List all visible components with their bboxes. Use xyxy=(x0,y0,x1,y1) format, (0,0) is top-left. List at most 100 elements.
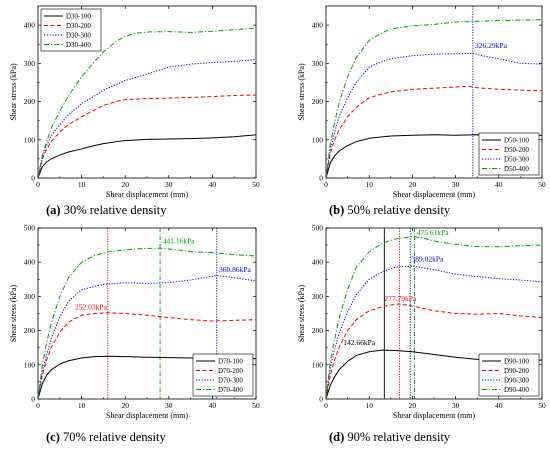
legend-entry: D90-200 xyxy=(504,367,529,375)
caption-text: 30% relative density xyxy=(61,203,168,217)
y-tick-label: 200 xyxy=(24,326,36,335)
x-tick-label: 30 xyxy=(452,180,460,189)
legend-entry: D90-400 xyxy=(504,386,529,394)
legend-entry: D30-400 xyxy=(66,41,91,49)
series-line-d30-400 xyxy=(38,27,256,178)
y-tick-label: 200 xyxy=(312,97,324,106)
series-line-d30-200 xyxy=(38,94,256,178)
y-tick-label: 100 xyxy=(312,135,324,144)
legend-entry: D90-300 xyxy=(504,377,529,385)
caption-letter: (d) xyxy=(329,430,344,444)
y-tick-label: 300 xyxy=(24,292,36,301)
y-tick-label: 0 xyxy=(319,395,323,404)
legend-entry: D50-300 xyxy=(504,156,529,164)
y-tick-label: 0 xyxy=(31,395,35,404)
y-tick-label: 400 xyxy=(24,258,36,267)
y-tick-label: 300 xyxy=(24,59,36,68)
series-line-d70-200 xyxy=(38,312,256,399)
x-tick-label: 0 xyxy=(324,401,328,410)
x-tick-label: 40 xyxy=(495,401,503,410)
y-axis-title: Shear stress (kPa) xyxy=(9,285,18,343)
legend-entry: D90-100 xyxy=(504,358,529,366)
legend-entry: D70-200 xyxy=(218,367,243,375)
peak-annotation: 441.16kPa xyxy=(163,236,196,245)
caption-text: 90% relative density xyxy=(344,430,451,444)
series-line-d90-400 xyxy=(326,236,542,399)
y-tick-label: 0 xyxy=(31,174,35,183)
x-tick-label: 10 xyxy=(78,180,86,189)
legend-entry: D70-400 xyxy=(218,386,243,394)
chart-panel-2: 0 10 20 30 40 50 0 100 200 300 400 Shear displaceme… xyxy=(297,5,546,217)
peak-annotation: 360.86kPa xyxy=(219,265,252,274)
y-tick-label: 100 xyxy=(24,360,36,369)
peak-annotation: 326.29kPa xyxy=(475,41,508,50)
legend-entry: D50-400 xyxy=(504,165,529,173)
x-tick-label: 30 xyxy=(165,401,173,410)
panel-caption: (c) 70% relative density xyxy=(46,430,166,444)
x-tick-label: 20 xyxy=(409,401,417,410)
x-tick-label: 50 xyxy=(252,401,260,410)
series-line-d90-300 xyxy=(326,265,542,399)
x-tick-label: 30 xyxy=(165,180,173,189)
panel-caption: (b) 50% relative density xyxy=(329,203,451,217)
caption-letter: (c) xyxy=(46,430,60,444)
x-tick-label: 50 xyxy=(252,180,260,189)
series-line-d90-200 xyxy=(326,303,542,399)
peak-annotation: 389.02kPa xyxy=(412,255,445,264)
x-tick-label: 0 xyxy=(324,180,328,189)
legend-entry: D30-200 xyxy=(66,22,91,30)
y-tick-label: 400 xyxy=(312,21,324,30)
peak-annotation: 277.79kPa xyxy=(384,294,417,303)
x-tick-label: 30 xyxy=(452,401,460,410)
y-tick-label: 200 xyxy=(312,326,324,335)
peak-annotation: 475.61kPa xyxy=(417,228,450,237)
series-line-d70-400 xyxy=(38,247,256,399)
y-tick-label: 500 xyxy=(312,224,324,233)
legend-entry: D70-300 xyxy=(218,377,243,385)
x-axis-title: Shear displacement (mm) xyxy=(106,190,189,199)
series-line-d30-300 xyxy=(38,59,256,178)
x-tick-label: 10 xyxy=(365,180,373,189)
y-tick-label: 0 xyxy=(319,174,323,183)
x-tick-label: 40 xyxy=(495,180,503,189)
x-axis-title: Shear displacement (mm) xyxy=(393,190,476,199)
y-tick-label: 400 xyxy=(312,258,324,267)
panel-caption: (a) 30% relative density xyxy=(46,203,167,217)
x-tick-label: 0 xyxy=(36,401,40,410)
y-tick-label: 200 xyxy=(24,97,36,106)
x-tick-label: 10 xyxy=(78,401,86,410)
peak-annotation: 142.66kPa xyxy=(343,338,376,347)
x-tick-label: 20 xyxy=(409,180,417,189)
y-axis-title: Shear stress (kPa) xyxy=(297,285,306,343)
y-axis-title: Shear stress (kPa) xyxy=(9,63,18,121)
series-line-d50-300 xyxy=(326,52,542,178)
y-tick-label: 300 xyxy=(312,292,324,301)
series-line-d70-300 xyxy=(38,275,256,399)
x-tick-label: 20 xyxy=(121,180,129,189)
x-tick-label: 40 xyxy=(209,180,217,189)
series-line-d30-100 xyxy=(38,134,256,178)
legend-entry: D50-100 xyxy=(504,137,529,145)
legend-entry: D30-100 xyxy=(66,13,91,21)
caption-letter: (b) xyxy=(329,203,344,217)
y-tick-label: 300 xyxy=(312,59,324,68)
x-axis-title: Shear displacement (mm) xyxy=(106,411,189,420)
x-tick-label: 50 xyxy=(538,180,546,189)
legend-entry: D50-200 xyxy=(504,146,529,154)
caption-text: 70% relative density xyxy=(60,430,167,444)
y-tick-label: 100 xyxy=(312,360,324,369)
legend-entry: D70-100 xyxy=(218,358,243,366)
legend-entry: D30-300 xyxy=(66,32,91,40)
x-axis-title: Shear displacement (mm) xyxy=(393,411,476,420)
peak-annotation: 252.03kPa xyxy=(75,302,108,311)
y-tick-label: 100 xyxy=(24,135,36,144)
y-tick-label: 400 xyxy=(24,21,36,30)
series-line-d50-400 xyxy=(326,19,542,178)
